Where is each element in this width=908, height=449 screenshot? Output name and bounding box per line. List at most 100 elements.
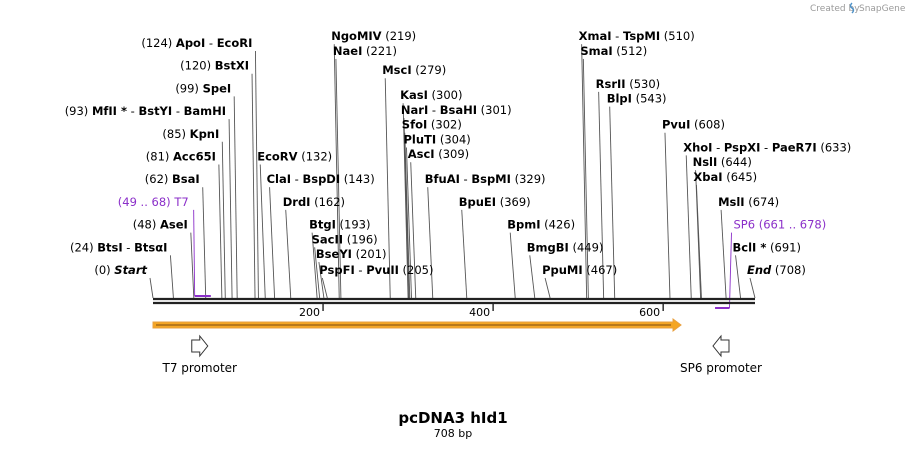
site-clai[interactable]: ClaI - BspDI (143) bbox=[267, 172, 375, 186]
site-end[interactable]: End (708) bbox=[747, 263, 806, 277]
site-labels: (0) Start (24) BtsI - BtsαI (48) AseI (62) … bbox=[65, 29, 852, 277]
site-smai[interactable]: SmaI (512) bbox=[580, 44, 647, 58]
site-enzyme-name: PvuI bbox=[662, 118, 690, 132]
site-leader-line bbox=[311, 232, 318, 299]
feature-sp6-promoter[interactable]: SP6 promoter bbox=[680, 334, 762, 375]
site-btsi[interactable]: (24) BtsI - BtsαI bbox=[70, 240, 167, 254]
name-separator: - bbox=[205, 36, 216, 50]
site-enzyme-name: BclI * bbox=[733, 240, 767, 254]
site-leader-line bbox=[314, 247, 321, 299]
feature-t7-promoter[interactable]: T7 promoter bbox=[162, 334, 238, 375]
site-leader-line bbox=[149, 277, 154, 299]
site-ecorv[interactable]: EcoRV (132) bbox=[257, 150, 332, 164]
site-drdi[interactable]: DrdI (162) bbox=[283, 195, 345, 209]
site-bseyi[interactable]: BseYI (201) bbox=[316, 247, 387, 261]
name-separator: - bbox=[172, 104, 183, 118]
site-start[interactable]: (0) Start bbox=[94, 263, 147, 277]
site-label: BlpI (543) bbox=[607, 92, 667, 106]
site-bcli[interactable]: BclI * (691) bbox=[733, 240, 801, 254]
site-bsai[interactable]: (62) BsaI bbox=[145, 172, 200, 186]
site-label: (62) BsaI bbox=[145, 172, 200, 186]
site-bstxi[interactable]: (120) BstXI bbox=[180, 59, 249, 73]
site-pspfi[interactable]: PspFI - PvuII (205) bbox=[319, 263, 433, 277]
site-msci[interactable]: MscI (279) bbox=[382, 63, 446, 77]
site-position: (301) bbox=[477, 103, 512, 117]
site-position: (81) bbox=[146, 150, 173, 164]
site-leaders bbox=[149, 44, 756, 299]
site-leader-line bbox=[228, 119, 233, 299]
site-msli[interactable]: MslI (674) bbox=[718, 195, 779, 209]
site-enzyme-name: SpeI bbox=[203, 81, 232, 95]
site-leader-line bbox=[529, 255, 536, 299]
site-label: DrdI (162) bbox=[283, 195, 345, 209]
site-spei[interactable]: (99) SpeI bbox=[175, 81, 231, 95]
site-rsrii[interactable]: RsrII (530) bbox=[596, 77, 661, 91]
site-position: (120) bbox=[180, 59, 215, 73]
site-apoi[interactable]: (124) ApoI - EcoRI bbox=[141, 36, 252, 50]
name-separator: - bbox=[712, 140, 723, 154]
site-enzyme-name: BamHI bbox=[184, 104, 226, 118]
feature-layer: T7 promoter SP6 promoter bbox=[162, 334, 762, 375]
site-label: XbaI (645) bbox=[693, 170, 757, 184]
site-enzyme-name: PaeR7I bbox=[772, 140, 817, 154]
site-sacii[interactable]: SacII (196) bbox=[312, 232, 378, 246]
site-enzyme-name: BmgBI bbox=[527, 240, 569, 254]
site-position: (543) bbox=[632, 92, 667, 106]
site-label: (124) ApoI - EcoRI bbox=[141, 36, 252, 50]
site-leader-line bbox=[285, 209, 292, 299]
site-bpuei[interactable]: BpuEI (369) bbox=[459, 195, 531, 209]
site-pluti[interactable]: PluTI (304) bbox=[403, 132, 470, 146]
site-label: MscI (279) bbox=[382, 63, 446, 77]
site-enzyme-name: ClaI bbox=[267, 172, 291, 186]
site-label: XmaI - TspMI (510) bbox=[579, 29, 695, 43]
site-label: MslI (674) bbox=[718, 195, 779, 209]
site-leader-line bbox=[427, 187, 434, 299]
site-position: (309) bbox=[435, 147, 470, 161]
site-enzyme-name: EcoRV bbox=[257, 150, 297, 164]
site-leader-line bbox=[406, 147, 412, 299]
site-leader-line bbox=[318, 262, 325, 299]
site-pvui[interactable]: PvuI (608) bbox=[662, 118, 725, 132]
site-xhoi[interactable]: XhoI - PspXI - PaeR7I (633) bbox=[683, 140, 851, 154]
site-blpi[interactable]: BlpI (543) bbox=[607, 92, 667, 106]
site-naei[interactable]: NaeI (221) bbox=[333, 44, 397, 58]
site-enzyme-name: NgoMIV bbox=[331, 29, 381, 43]
axis-ticks: 200 400 600 bbox=[299, 304, 664, 319]
site-acc65i[interactable]: (81) Acc65I bbox=[146, 150, 216, 164]
site-label: PspFI - PvuII (205) bbox=[319, 263, 433, 277]
site-xmai[interactable]: XmaI - TspMI (510) bbox=[579, 29, 695, 43]
primer-sp6[interactable]: SP6 (661 .. 678) bbox=[715, 218, 826, 309]
site-enzyme-name: MscI bbox=[382, 63, 411, 77]
site-position: (221) bbox=[362, 44, 397, 58]
site-bfuai[interactable]: BfuAI - BspMI (329) bbox=[425, 172, 546, 186]
site-xbai[interactable]: XbaI (645) bbox=[693, 170, 757, 184]
site-leader-line bbox=[402, 103, 409, 299]
site-nsli[interactable]: NslI (644) bbox=[693, 155, 752, 169]
site-enzyme-name: BspMI bbox=[471, 172, 511, 186]
site-leader-line bbox=[735, 255, 741, 299]
orf-arrow bbox=[152, 318, 682, 332]
site-btgi[interactable]: BtgI (193) bbox=[309, 218, 370, 232]
site-kasi[interactable]: KasI (300) bbox=[400, 88, 462, 102]
site-bmgbi[interactable]: BmgBI (449) bbox=[527, 240, 604, 254]
site-leader-line bbox=[410, 162, 417, 299]
site-kpni[interactable]: (85) KpnI bbox=[162, 127, 219, 141]
site-asei[interactable]: (48) AseI bbox=[133, 218, 188, 232]
primer-t7[interactable]: (49 .. 68) T7 bbox=[118, 195, 211, 297]
site-enzyme-name: KpnI bbox=[190, 127, 220, 141]
site-position: (329) bbox=[511, 172, 546, 186]
site-asci[interactable]: AscI (309) bbox=[408, 147, 469, 161]
site-ppumi[interactable]: PpuMI (467) bbox=[542, 263, 617, 277]
site-ngomiv[interactable]: NgoMIV (219) bbox=[331, 29, 416, 43]
site-sfoi[interactable]: SfoI (302) bbox=[402, 118, 462, 132]
site-enzyme-name: ApoI bbox=[176, 36, 205, 50]
site-mfii[interactable]: (93) MfII * - BstYI - BamHI bbox=[65, 104, 226, 118]
site-position: (633) bbox=[817, 140, 852, 154]
site-leader-line bbox=[254, 50, 259, 299]
site-leader-line bbox=[598, 91, 605, 299]
site-label: (120) BstXI bbox=[180, 59, 249, 73]
site-bpmi[interactable]: BpmI (426) bbox=[507, 218, 575, 232]
site-enzyme-name: XhoI bbox=[683, 140, 712, 154]
site-position: (449) bbox=[569, 240, 604, 254]
site-nari[interactable]: NarI - BsaHI (301) bbox=[401, 103, 512, 117]
